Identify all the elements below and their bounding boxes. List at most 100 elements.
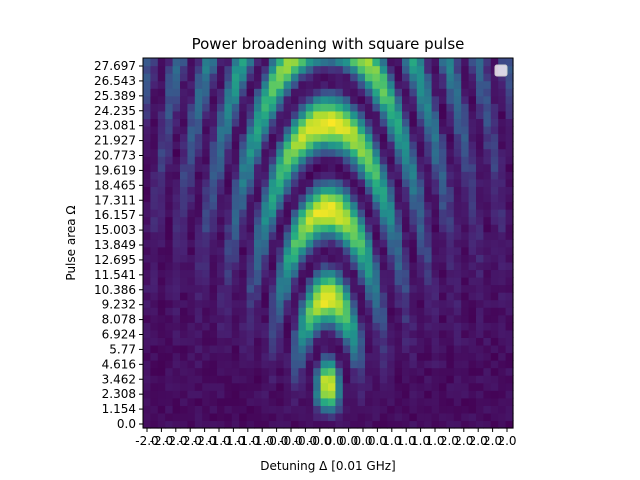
heatmap-cell [387, 307, 396, 316]
heatmap-cell [209, 186, 218, 195]
heatmap-cell [446, 141, 455, 150]
heatmap-cell [194, 344, 203, 354]
heatmap-cell [246, 73, 255, 82]
heatmap-cell [379, 224, 388, 233]
heatmap-cell [476, 224, 484, 233]
heatmap-cell [261, 299, 270, 308]
heatmap-cell [261, 224, 270, 233]
heatmap-cell [498, 231, 507, 240]
heatmap-cell [187, 148, 196, 157]
heatmap-cell [424, 322, 433, 331]
heatmap-cell [483, 261, 492, 271]
heatmap-cell [490, 254, 499, 263]
heatmap-cell [379, 314, 388, 323]
heatmap-cell [217, 307, 225, 316]
heatmap-cell [202, 382, 211, 391]
heatmap-cell [416, 73, 425, 82]
heatmap-cell [372, 261, 381, 271]
heatmap-cell [416, 269, 425, 278]
heatmap-cell [394, 360, 403, 369]
heatmap-cell [187, 367, 196, 376]
heatmap-cell [231, 95, 240, 104]
heatmap-cell [328, 193, 336, 203]
heatmap-cell [254, 329, 262, 338]
heatmap-cell [446, 88, 455, 97]
heatmap-cell [224, 224, 233, 233]
heatmap-cell [490, 141, 499, 150]
heatmap-cell [394, 224, 403, 233]
heatmap-cell [468, 80, 477, 89]
heatmap-cell [328, 148, 336, 157]
heatmap-cell [172, 118, 181, 127]
heatmap-cell [150, 322, 159, 331]
heatmap-cell [350, 276, 359, 286]
heatmap-cell [261, 171, 270, 180]
heatmap-cell [157, 103, 166, 112]
heatmap-cell [202, 405, 211, 414]
heatmap-cell [424, 148, 433, 157]
heatmap-cell [490, 390, 499, 399]
heatmap-cell [476, 148, 484, 157]
heatmap-cell [291, 125, 299, 135]
heatmap-cell [439, 193, 447, 203]
heatmap-cell [283, 141, 292, 150]
heatmap-cell [350, 209, 359, 218]
heatmap-cell [416, 209, 425, 218]
heatmap-cell [350, 322, 359, 331]
heatmap-cell [209, 125, 218, 135]
heatmap-cell [328, 186, 336, 195]
heatmap-cell [394, 307, 403, 316]
heatmap-cell [276, 307, 285, 316]
heatmap-cell [424, 299, 433, 308]
heatmap-cell [461, 65, 470, 74]
heatmap-cell [490, 352, 499, 361]
heatmap-cell [461, 95, 470, 104]
heatmap-cell [365, 390, 373, 399]
heatmap-cell [187, 73, 196, 82]
heatmap-cell [305, 397, 314, 406]
heatmap-cell [350, 412, 359, 422]
heatmap-cell [313, 193, 322, 203]
heatmap-cell [276, 103, 285, 112]
heatmap-cell [305, 307, 314, 316]
heatmap-cell [416, 95, 425, 104]
heatmap-cell [276, 299, 285, 308]
heatmap-cell [424, 73, 433, 82]
heatmap-cell [276, 420, 285, 429]
heatmap-cell [291, 292, 299, 301]
heatmap-cell [291, 254, 299, 263]
heatmap-cell [305, 73, 314, 82]
heatmap-cell [490, 276, 499, 286]
heatmap-cell [143, 337, 151, 346]
heatmap-cell [202, 367, 211, 376]
heatmap-cell [313, 352, 322, 361]
heatmap-cell [283, 254, 292, 263]
heatmap-cell [209, 382, 218, 391]
heatmap-cell [431, 314, 440, 323]
heatmap-cell [387, 216, 396, 225]
heatmap-cell [180, 375, 188, 384]
heatmap-cell [305, 133, 314, 142]
heatmap-cell [483, 88, 492, 97]
heatmap-cell [328, 337, 336, 346]
heatmap-cell [246, 110, 255, 120]
heatmap-cell [143, 367, 151, 376]
heatmap-cell [365, 284, 373, 293]
heatmap-cell [357, 65, 366, 74]
heatmap-cell [350, 125, 359, 135]
heatmap-cell [217, 193, 225, 203]
heatmap-cell [505, 110, 514, 120]
heatmap-cell [231, 269, 240, 278]
heatmap-cell [261, 73, 270, 82]
heatmap-cell [379, 254, 388, 263]
heatmap-cell [305, 292, 314, 301]
heatmap-cell [150, 133, 159, 142]
heatmap-cell [239, 193, 248, 203]
heatmap-cell [335, 171, 344, 180]
heatmap-cell [305, 201, 314, 210]
heatmap-cell [328, 314, 336, 323]
heatmap-cell [483, 307, 492, 316]
heatmap-cell [202, 110, 211, 120]
heatmap-cell [246, 65, 255, 74]
heatmap-cell [194, 118, 203, 127]
